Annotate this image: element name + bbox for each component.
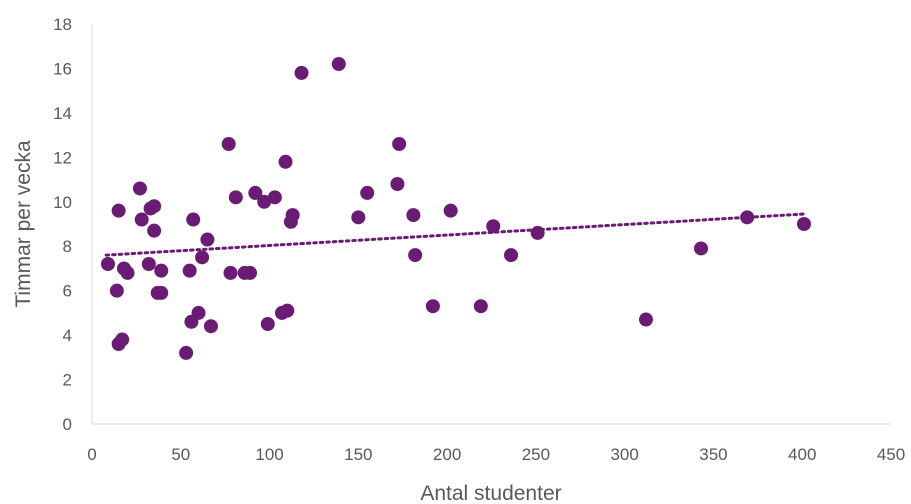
data-point [351,210,366,225]
y-tick-label: 4 [63,326,72,345]
x-tick-label: 200 [433,445,461,464]
data-point [267,190,282,205]
y-axis-title: Timmar per vecka [12,140,35,308]
data-point [147,223,162,238]
data-point [425,299,440,314]
data-point [504,248,519,263]
data-point [115,332,130,347]
data-point [278,154,293,169]
x-tick-label: 150 [344,445,372,464]
y-tick-label: 12 [53,148,72,167]
x-tick-label: 400 [788,445,816,464]
data-point [100,257,115,271]
data-point [111,203,126,218]
data-point [392,137,407,151]
data-point [221,137,236,151]
data-point [120,265,135,280]
y-tick-label: 0 [63,415,72,434]
data-point [285,208,300,223]
x-tick-label: 50 [171,445,190,464]
data-point [638,312,653,327]
data-point [360,185,375,200]
data-point [179,345,194,360]
data-point [200,232,215,247]
data-point [243,265,258,280]
data-point [109,283,124,298]
data-point [154,263,169,278]
data-point [203,319,218,334]
data-point [132,181,147,196]
data-point [191,305,206,320]
data-point [182,263,197,278]
data-point [141,257,156,271]
x-axis-ticks: 0 50 100 150 200 250 300 350 400 450 [87,445,905,464]
data-point [186,212,201,227]
data-point [406,208,421,223]
data-point [248,185,263,200]
data-point [280,303,295,318]
data-point [473,299,488,314]
data-point [530,225,545,240]
data-point [260,317,275,331]
y-tick-label: 18 [53,15,72,34]
data-point [443,203,458,218]
data-point [331,57,346,71]
data-point [228,190,243,205]
y-axis-ticks: 0 2 4 6 8 10 12 14 16 18 [53,15,72,434]
x-tick-label: 450 [877,445,905,464]
data-point [390,177,405,191]
data-point [740,210,755,225]
x-axis-title: Antal studenter [420,482,561,504]
x-tick-label: 0 [87,445,96,464]
data-point [408,248,423,263]
x-tick-label: 300 [610,445,638,464]
data-point [257,194,272,209]
y-tick-label: 16 [53,59,72,78]
y-tick-label: 10 [53,193,72,212]
y-tick-label: 2 [63,371,72,390]
data-point [796,217,811,231]
y-tick-label: 6 [63,282,72,301]
trendline [104,212,806,257]
x-tick-label: 350 [699,445,727,464]
data-point [134,212,149,227]
y-tick-label: 14 [53,104,72,123]
data-point [154,285,169,300]
x-tick-label: 100 [255,445,283,464]
data-point [486,219,501,234]
x-tick-label: 250 [522,445,550,464]
data-point [223,265,238,280]
y-tick-label: 8 [63,237,72,256]
data-points [100,57,811,360]
data-point [294,65,309,80]
data-point [694,241,709,256]
data-point [147,199,162,214]
data-point [195,250,210,265]
